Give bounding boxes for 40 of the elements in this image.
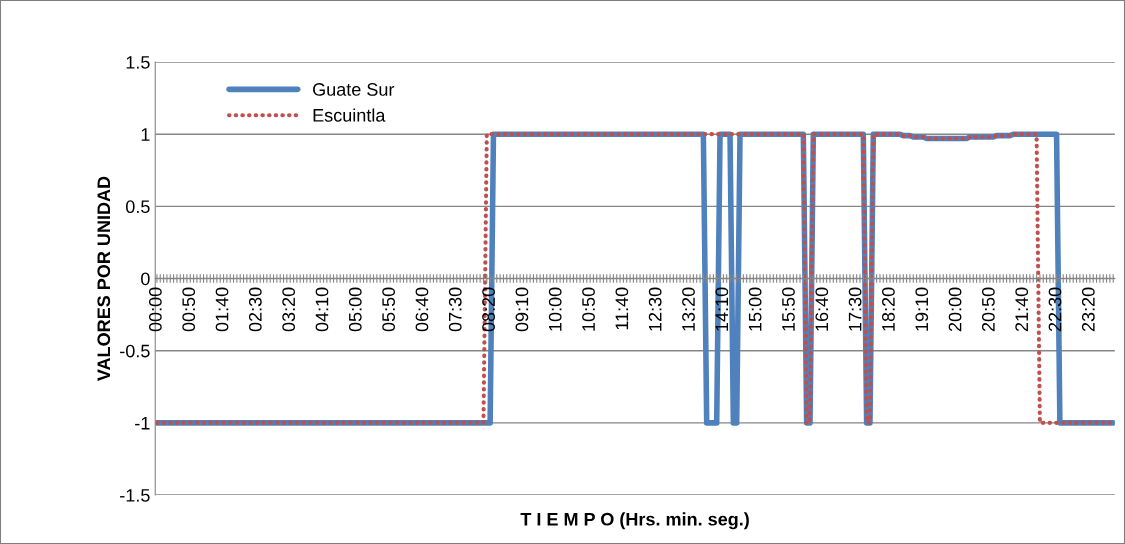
y-tick-label: 1.5 [126,56,150,69]
x-tick-label: 12:30 [648,287,662,331]
y-tick-label: -0.5 [120,344,150,358]
x-tick-label: 23:20 [1081,287,1095,332]
x-tick-label: 21:40 [1015,287,1029,332]
x-tick-label: 06:40 [415,287,429,332]
x-tick-label: 13:20 [682,287,695,331]
y-tick-label: 0.5 [126,200,150,214]
x-tick-label: 20:50 [981,287,995,332]
x-tick-label: 18:20 [882,287,895,331]
x-tick-label: 07:30 [448,287,462,332]
x-tick-label: 17:30 [848,287,862,331]
x-tick-label: 15:50 [782,287,795,331]
x-tick-label: 10:00 [548,287,562,331]
legend-label: Guate Sur [313,83,395,96]
x-tick-label: 08:20 [482,287,495,332]
x-tick-label: 00:50 [182,287,196,332]
y-axis-title: VALORES POR UNIDAD [97,176,111,382]
x-tick-label: 10:50 [582,287,595,331]
x-tick-label: 20:00 [948,287,962,332]
x-tick-label: 15:00 [748,287,762,331]
x-tick-label: 19:10 [915,287,929,331]
x-tick-label: 14:10 [715,287,729,331]
y-tick-label: 0 [141,272,150,286]
x-tick-label: 02:30 [248,287,262,332]
x-tick-label: 22:30 [1048,287,1062,332]
x-axis-title: T I E M P O (Hrs. min. seg.) [520,512,749,530]
y-tick-label: -1 [135,416,150,430]
x-tick-label: 16:40 [815,287,829,331]
x-tick-label: 03:20 [282,287,296,332]
x-tick-label: 00:00 [148,287,162,332]
x-tick-label: 04:10 [315,287,329,332]
x-tick-label: 05:50 [382,287,396,332]
x-tick-label: 01:40 [215,287,229,332]
x-tick-label: 09:10 [515,287,529,332]
y-tick-label: -1.5 [120,489,150,502]
legend-label: Escuintla [313,108,386,122]
x-tick-label: 05:00 [348,287,362,332]
y-tick-label: 1 [141,128,150,141]
x-tick-label: 11:40 [615,287,629,330]
